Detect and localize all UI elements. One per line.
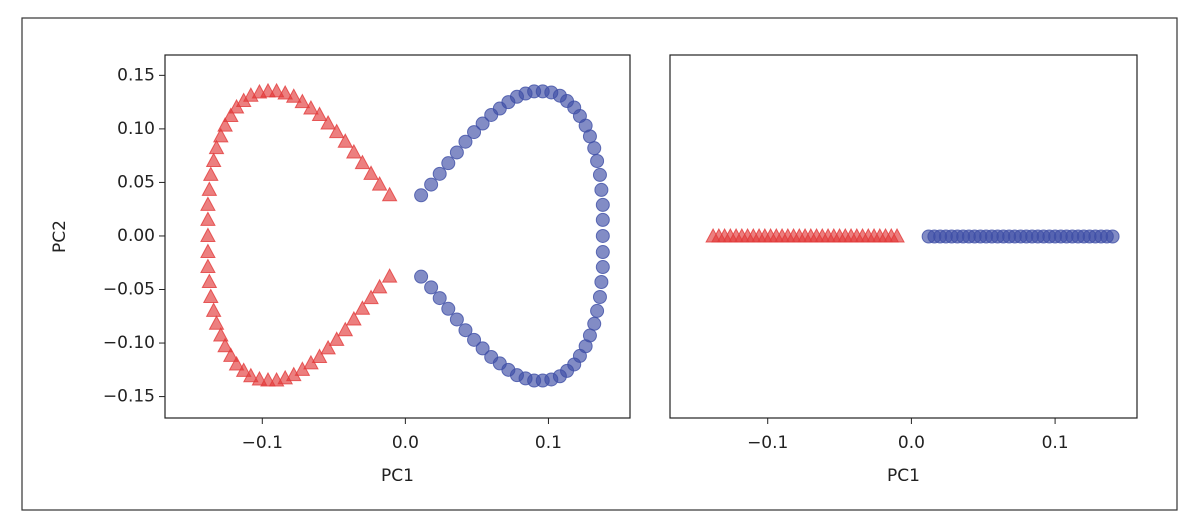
triangle-point bbox=[354, 300, 371, 315]
circle-point bbox=[432, 166, 447, 181]
circle-point bbox=[592, 167, 607, 182]
triangle-point bbox=[320, 114, 336, 130]
triangle-point bbox=[201, 181, 218, 196]
triangle-point bbox=[328, 331, 345, 346]
circle-point bbox=[441, 301, 456, 316]
triangle-point bbox=[363, 289, 379, 305]
circle-point bbox=[458, 134, 473, 149]
triangle-point bbox=[228, 98, 245, 114]
triangle-point bbox=[222, 347, 239, 362]
triangle-point bbox=[201, 273, 218, 289]
y-tick-label: 0.05 bbox=[117, 172, 155, 192]
circle-point bbox=[595, 212, 610, 227]
triangle-point bbox=[337, 321, 354, 337]
circle-point bbox=[441, 156, 456, 171]
x-axis-label: PC1 bbox=[381, 466, 414, 486]
plot-area bbox=[164, 54, 631, 419]
circle-point bbox=[484, 349, 499, 364]
circle-point bbox=[587, 316, 602, 331]
triangle-point bbox=[217, 117, 233, 132]
x-tick-label: −0.1 bbox=[242, 433, 283, 453]
triangle-point bbox=[320, 339, 336, 355]
x-tick-label: 0.1 bbox=[535, 433, 562, 453]
circle-point bbox=[582, 129, 597, 144]
triangle-point bbox=[212, 326, 229, 342]
triangle-point bbox=[346, 143, 362, 159]
triangle-point bbox=[346, 310, 362, 326]
triangle-point bbox=[381, 268, 398, 283]
triangle-point bbox=[200, 243, 216, 259]
triangle-point bbox=[381, 186, 398, 202]
circle-point bbox=[414, 188, 429, 203]
triangle-point bbox=[243, 87, 259, 102]
circle-point bbox=[595, 228, 610, 243]
triangle-point bbox=[200, 258, 216, 274]
triangle-point bbox=[205, 302, 222, 317]
triangle-point bbox=[243, 367, 259, 383]
y-tick-label: −0.10 bbox=[103, 333, 155, 353]
x-tick-label: 0.0 bbox=[898, 433, 925, 453]
triangle-point bbox=[205, 152, 222, 168]
circle-point bbox=[595, 197, 610, 212]
triangle-point bbox=[371, 176, 388, 191]
circle-point bbox=[475, 341, 490, 356]
circle-point bbox=[595, 245, 610, 260]
circle-point bbox=[432, 291, 447, 306]
circle-point bbox=[587, 141, 602, 156]
triangle-point bbox=[363, 165, 379, 180]
triangle-point bbox=[200, 211, 216, 226]
y-tick-label: 0.15 bbox=[117, 65, 155, 85]
circle-point bbox=[594, 275, 609, 290]
circle-point bbox=[595, 260, 610, 275]
y-tick-label: −0.05 bbox=[103, 280, 155, 300]
triangle-point bbox=[235, 92, 252, 108]
triangle-point bbox=[212, 127, 229, 143]
x-tick-label: 0.0 bbox=[392, 433, 419, 453]
triangle-point bbox=[889, 227, 905, 243]
y-tick-label: 0.00 bbox=[117, 226, 155, 246]
triangle-point bbox=[337, 133, 354, 148]
triangle-point bbox=[208, 315, 225, 330]
x-tick-label: −0.1 bbox=[747, 433, 788, 453]
circle-point bbox=[467, 125, 482, 140]
y-tick-label: −0.15 bbox=[103, 387, 155, 407]
triangle-point bbox=[311, 348, 328, 363]
triangle-point bbox=[328, 123, 345, 139]
triangle-point bbox=[217, 337, 233, 353]
circle-point bbox=[458, 323, 473, 338]
triangle-point bbox=[222, 107, 239, 123]
triangle-point bbox=[251, 83, 268, 99]
circle-point bbox=[592, 290, 607, 304]
circle-point bbox=[424, 280, 439, 295]
circle-point bbox=[449, 312, 464, 327]
triangle-point bbox=[228, 355, 245, 371]
triangle-point bbox=[200, 227, 216, 242]
triangle-point bbox=[200, 196, 216, 211]
circle-point bbox=[475, 116, 490, 131]
circle-point bbox=[449, 145, 464, 160]
triangle-point bbox=[354, 154, 371, 170]
triangle-point bbox=[235, 362, 252, 377]
triangle-point bbox=[202, 166, 219, 181]
triangle-point bbox=[202, 288, 219, 303]
circle-point bbox=[590, 303, 605, 318]
triangle-point bbox=[208, 139, 225, 155]
y-tick-label: 0.10 bbox=[117, 119, 155, 139]
circle-point bbox=[424, 177, 439, 192]
x-axis-label: PC1 bbox=[887, 466, 920, 486]
triangle-point bbox=[371, 278, 388, 294]
circle-point bbox=[414, 269, 429, 284]
circle-point bbox=[1105, 229, 1120, 244]
circle-point bbox=[594, 182, 609, 197]
circle-point bbox=[467, 332, 482, 347]
y-axis-label: PC2 bbox=[50, 220, 70, 253]
x-tick-label: 0.1 bbox=[1042, 433, 1069, 453]
circle-point bbox=[590, 154, 605, 169]
